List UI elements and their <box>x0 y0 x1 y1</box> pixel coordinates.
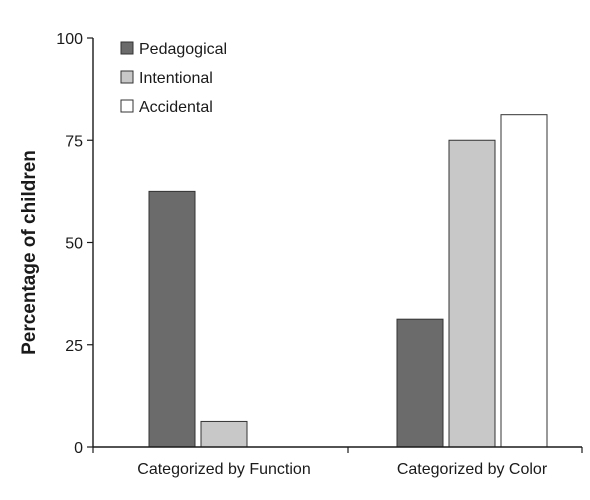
y-tick-label: 25 <box>65 338 83 355</box>
bar-accidental <box>500 114 548 448</box>
x-category-label: Categorized by Color <box>397 461 548 478</box>
legend: Pedagogical Intentional Accidental <box>120 41 227 116</box>
legend-label: Accidental <box>139 99 213 116</box>
legend-label: Intentional <box>139 70 213 87</box>
y-tick-label: 50 <box>65 236 83 253</box>
bar-intentional <box>448 139 496 448</box>
x-category-label: Categorized by Function <box>137 461 310 478</box>
legend-label: Pedagogical <box>139 41 227 58</box>
y-tick-label: 0 <box>74 440 83 457</box>
legend-swatch-intentional <box>120 70 134 84</box>
x-categories-layer: Categorized by Function Categorized by Co… <box>137 461 548 478</box>
bar-pedagogical <box>148 190 196 448</box>
bars-layer <box>148 114 548 448</box>
bar-pedagogical <box>396 318 444 448</box>
y-ticks-layer: 0 25 50 75 100 <box>56 31 583 457</box>
bar-intentional <box>200 420 248 448</box>
y-tick-label: 75 <box>65 133 83 150</box>
legend-swatch-accidental <box>120 99 134 113</box>
y-axis-label: Percentage of children <box>19 150 40 355</box>
legend-swatch-pedagogical <box>120 41 134 55</box>
y-tick-label: 100 <box>56 31 83 48</box>
